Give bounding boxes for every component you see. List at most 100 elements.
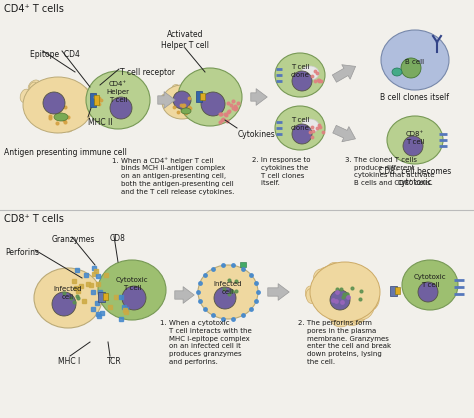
Ellipse shape — [54, 113, 68, 121]
Ellipse shape — [72, 124, 78, 129]
Ellipse shape — [356, 268, 374, 288]
Ellipse shape — [86, 71, 150, 129]
Circle shape — [43, 92, 65, 114]
Bar — [240, 262, 246, 267]
Ellipse shape — [306, 289, 316, 303]
Text: MHC I: MHC I — [58, 357, 80, 366]
Text: MHC II: MHC II — [88, 118, 112, 127]
Ellipse shape — [197, 104, 201, 109]
Text: CD4⁺
Helper
T cell: CD4⁺ Helper T cell — [107, 81, 129, 103]
Text: T cell receptor: T cell receptor — [120, 68, 175, 77]
Circle shape — [292, 124, 312, 144]
Bar — [94, 95, 99, 105]
Ellipse shape — [27, 102, 32, 109]
Circle shape — [214, 287, 236, 309]
Bar — [98, 292, 105, 302]
Ellipse shape — [52, 125, 63, 133]
Text: T cell
clone: T cell clone — [291, 64, 310, 78]
Ellipse shape — [178, 68, 242, 126]
Ellipse shape — [313, 279, 324, 295]
Ellipse shape — [326, 263, 344, 277]
Text: CD8⁺
T cell: CD8⁺ T cell — [406, 131, 424, 145]
Ellipse shape — [197, 95, 204, 104]
Text: Infected
cell: Infected cell — [54, 286, 82, 300]
Ellipse shape — [20, 89, 30, 102]
Ellipse shape — [381, 30, 449, 90]
Ellipse shape — [55, 123, 70, 133]
Ellipse shape — [328, 263, 338, 270]
Bar — [395, 287, 400, 294]
Circle shape — [52, 292, 76, 316]
Ellipse shape — [27, 105, 33, 114]
Text: CD8: CD8 — [110, 234, 126, 243]
Ellipse shape — [34, 268, 102, 328]
Ellipse shape — [331, 315, 348, 327]
Circle shape — [418, 282, 438, 302]
Ellipse shape — [352, 313, 365, 323]
Text: 1. When a cytotoxic
    T cell interacts with the
    MHC I-epitope complex
    : 1. When a cytotoxic T cell interacts wit… — [160, 320, 252, 365]
Circle shape — [292, 71, 312, 91]
Ellipse shape — [23, 77, 93, 133]
Circle shape — [173, 91, 191, 109]
Ellipse shape — [28, 80, 40, 92]
Text: 3. The cloned T cells
    produce different
    cytokines that activate
    B ce: 3. The cloned T cells produce different … — [345, 157, 435, 186]
Ellipse shape — [172, 84, 178, 89]
Text: Perforins: Perforins — [5, 248, 39, 257]
Text: TCR: TCR — [107, 357, 122, 366]
Text: 1. When a CD4⁺ helper T cell
    binds MCH II-antigen complex
    on an antigen-: 1. When a CD4⁺ helper T cell binds MCH I… — [112, 157, 234, 195]
Text: CD4⁺ T cells: CD4⁺ T cells — [4, 4, 64, 14]
Ellipse shape — [344, 312, 364, 326]
Ellipse shape — [198, 265, 258, 319]
Ellipse shape — [310, 262, 380, 322]
Ellipse shape — [369, 299, 377, 310]
Ellipse shape — [353, 309, 365, 319]
Ellipse shape — [98, 260, 166, 320]
Text: B cell clones itself: B cell clones itself — [381, 93, 449, 102]
Text: Cytotoxic
T cell: Cytotoxic T cell — [116, 277, 148, 291]
Ellipse shape — [387, 116, 443, 164]
Ellipse shape — [161, 95, 165, 102]
Ellipse shape — [65, 126, 73, 132]
Ellipse shape — [402, 260, 458, 310]
Ellipse shape — [175, 86, 182, 91]
Ellipse shape — [356, 303, 374, 320]
Circle shape — [110, 97, 132, 119]
Text: Cytotoxic
T cell: Cytotoxic T cell — [414, 274, 447, 288]
Bar — [103, 293, 108, 300]
Ellipse shape — [84, 105, 91, 116]
Bar — [90, 93, 96, 107]
Ellipse shape — [181, 108, 191, 114]
Text: Granzymes: Granzymes — [52, 235, 95, 244]
Ellipse shape — [82, 87, 90, 97]
Text: 2. In response to
    cytokines the
    T cell clones
    itself.: 2. In response to cytokines the T cell c… — [252, 157, 310, 186]
Text: Antigen presenting immune cell: Antigen presenting immune cell — [4, 148, 127, 157]
Ellipse shape — [365, 292, 379, 311]
Ellipse shape — [162, 94, 165, 99]
Ellipse shape — [275, 106, 325, 150]
Ellipse shape — [87, 99, 96, 113]
Circle shape — [330, 290, 350, 310]
Ellipse shape — [192, 90, 197, 95]
Ellipse shape — [328, 313, 338, 321]
Bar — [200, 93, 205, 100]
Ellipse shape — [301, 119, 319, 133]
Ellipse shape — [321, 265, 336, 278]
Ellipse shape — [162, 85, 202, 119]
Text: Infected
cell: Infected cell — [214, 281, 242, 295]
Text: T cell
clone: T cell clone — [291, 117, 310, 131]
Ellipse shape — [301, 66, 319, 80]
Ellipse shape — [275, 53, 325, 97]
Ellipse shape — [314, 267, 332, 286]
Ellipse shape — [368, 280, 378, 294]
Circle shape — [403, 136, 423, 156]
Circle shape — [401, 58, 421, 78]
Bar — [390, 286, 397, 296]
Circle shape — [122, 286, 146, 310]
Text: Cytokines: Cytokines — [238, 130, 276, 139]
Text: CD8⁺ T cells: CD8⁺ T cells — [4, 214, 64, 224]
Text: B cell: B cell — [405, 59, 425, 65]
Ellipse shape — [392, 68, 402, 76]
Text: 2. The perforins form
    pores in the plasma
    membrane. Granzymes
    enter : 2. The perforins form pores in the plasm… — [298, 320, 391, 365]
Text: Activated
Helper T cell: Activated Helper T cell — [161, 30, 209, 51]
Circle shape — [201, 92, 225, 116]
